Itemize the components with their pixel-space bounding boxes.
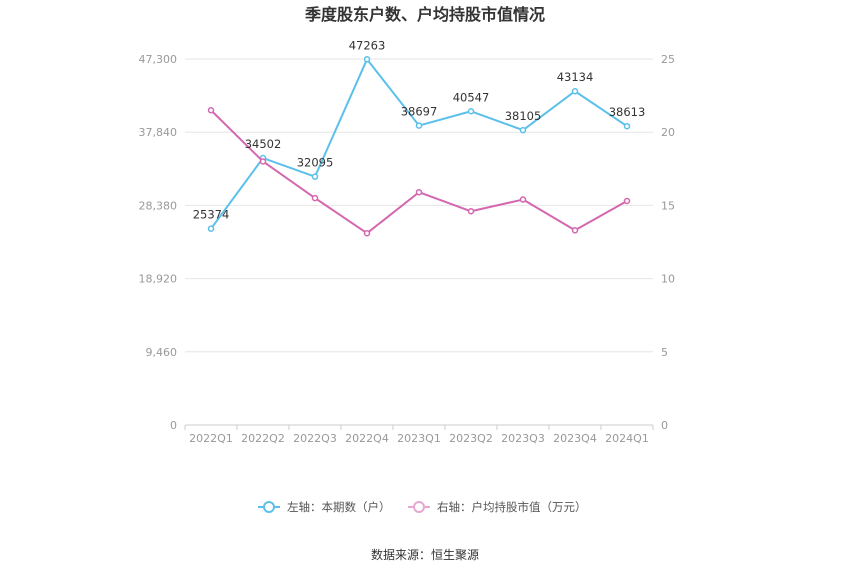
holding-value-point [207,106,215,114]
data-label: 32095 [297,156,334,170]
y-left-tick-label: 0 [170,419,177,432]
holders-point [519,126,527,134]
x-tick-label: 2022Q3 [293,432,337,445]
data-label: 40547 [453,90,490,104]
holding-value-point [519,196,527,203]
y-right-tick-label: 0 [661,419,668,432]
legend-marker-icon [263,501,275,513]
grid [185,58,653,426]
x-tick-label: 2023Q4 [553,432,597,445]
holders-point [311,173,319,180]
y-right-tick-label: 25 [661,53,675,66]
holders-point [623,122,631,130]
y-left-tick-label: 37,840 [139,126,178,139]
legend-item-holding-value[interactable]: 右轴：户均持股市值（万元） [408,500,587,514]
holders-point [363,56,371,63]
data-label: 38105 [505,109,542,123]
holding-value-point [467,208,475,215]
legend-label: 右轴：户均持股市值（万元） [437,500,587,514]
y-right-tick-label: 15 [661,199,675,212]
legend[interactable]: 左轴：本期数（户） 右轴：户均持股市值（万元） [258,500,587,514]
y-left-tick-label: 9,460 [146,346,178,359]
holders-point [467,108,475,115]
holding-value-point [259,158,267,165]
y-left-tick-label: 47,300 [139,53,178,66]
holding-value-point [311,194,319,202]
axes: 0 0 9,460 5 18,920 10 28,380 15 37,840 20 47,300 25… [139,53,676,445]
x-tick-label: 2024Q1 [605,432,649,445]
data-label: 38697 [401,105,438,119]
holding-value-point [623,197,631,205]
holders-point [415,122,423,129]
legend-label: 左轴：本期数（户） [287,500,391,514]
y-right-tick-label: 5 [661,346,668,359]
legend-item-holders[interactable]: 左轴：本期数（户） [258,500,391,514]
holding-value-point [415,188,423,196]
holders-point [571,87,579,95]
source-note: 数据来源：恒生聚源 [371,547,479,562]
x-tick-label: 2022Q2 [241,432,285,445]
chart-title: 季度股东户数、户均持股市值情况 [304,5,545,24]
data-label: 47263 [349,38,386,52]
y-left-tick-label: 28,380 [139,199,178,212]
data-label: 38613 [609,105,646,119]
x-tick-label: 2022Q1 [189,432,233,445]
holding-value-point [571,227,579,234]
y-right-tick-label: 20 [661,126,675,139]
y-right-tick-label: 10 [661,273,675,286]
y-left-tick-label: 18,920 [139,273,178,286]
x-tick-label: 2022Q4 [345,432,389,445]
x-tick-label: 2023Q1 [397,432,441,445]
holders-point [207,225,215,232]
legend-marker-icon [413,501,425,513]
data-label: 25374 [193,208,230,222]
data-label: 43134 [557,70,594,84]
holding-value-point [363,229,371,237]
series-layer [207,56,631,237]
data-labels: 25374 34502 32095 47263 38697 40547 38105 43134… [193,38,646,221]
x-tick-label: 2023Q2 [449,432,493,445]
x-tick-label: 2023Q3 [501,432,545,445]
data-label: 34502 [245,137,282,151]
